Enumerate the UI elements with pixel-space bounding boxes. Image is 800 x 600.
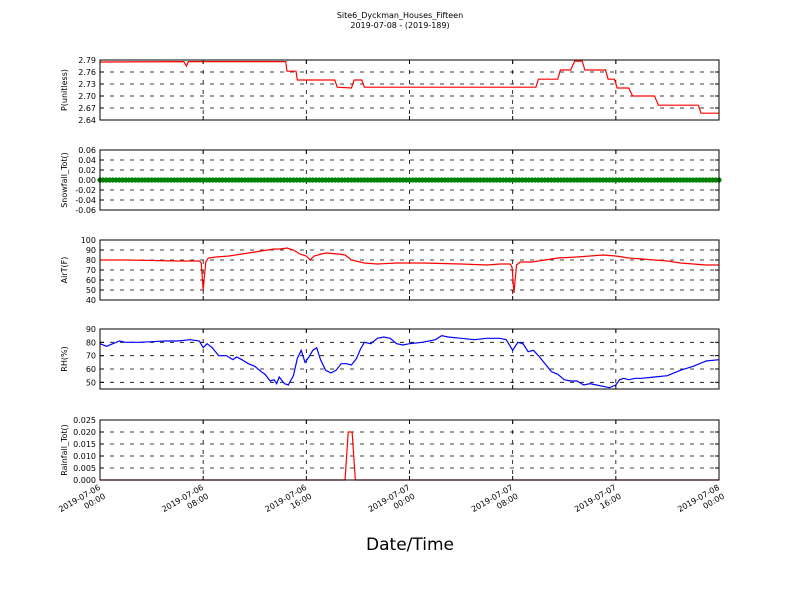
y-tick-label: 60	[86, 365, 96, 374]
y-tick-label: 0.015	[73, 440, 96, 449]
x-tick-label: 2019-07-0700:00	[367, 483, 417, 523]
panel-1: 2.64 2.67 2.70 2.73 2.76 2.79 P(unitless)	[60, 56, 720, 125]
y-tick-label: 2.64	[78, 116, 96, 125]
y-tick-label: 0.06	[78, 146, 96, 155]
y-axis-label: Snowfall_Tot()	[60, 152, 69, 208]
y-tick-label: 0.010	[73, 452, 96, 461]
y-tick-label: -0.02	[75, 186, 96, 195]
y-tick-label: 90	[86, 246, 96, 255]
x-tick-label: 2019-07-0800:00	[676, 483, 726, 523]
x-tick-label: 2019-07-0608:00	[160, 483, 210, 523]
y-tick-label: 70	[86, 352, 96, 361]
y-tick-label: 2.79	[78, 56, 96, 65]
y-tick-label: 100	[81, 236, 96, 245]
x-tick-label: 2019-07-0600:00	[57, 483, 107, 523]
x-tick-label: 2019-07-0716:00	[573, 483, 623, 523]
y-tick-label: 0.000	[73, 476, 96, 485]
panel-4: 50 60 70 80 90 RH(%)	[60, 325, 720, 390]
y-tick-label: 2.76	[78, 68, 96, 77]
figure-title: Site6_Dyckman_Houses_Fifteen	[336, 11, 464, 20]
y-tick-label: 2.70	[78, 92, 96, 101]
y-tick-label: 50	[86, 286, 96, 295]
y-tick-label: 0.025	[73, 416, 96, 425]
x-tick-label: 2019-07-0616:00	[264, 483, 314, 523]
chart-panels: 2.64 2.67 2.70 2.73 2.76 2.79 P(unitless) -0.06…	[60, 56, 722, 485]
y-tick-label: 0.04	[78, 156, 96, 165]
y-tick-label: 2.67	[78, 104, 96, 113]
figure-subtitle: 2019-07-08 - (2019-189)	[350, 21, 450, 30]
series-line	[99, 335, 720, 389]
y-tick-label: 50	[86, 378, 96, 387]
panel-2: -0.06-0.04-0.020.000.020.040.06 Snowfall_…	[60, 146, 722, 215]
y-tick-label: 2.73	[78, 80, 96, 89]
y-tick-label: 0.020	[73, 428, 96, 437]
y-tick-label: 40	[86, 296, 96, 305]
y-axis-label: Rainfall_Tot()	[60, 424, 69, 476]
y-tick-label: 0.02	[78, 166, 96, 175]
y-tick-label: 70	[86, 266, 96, 275]
y-tick-label: 60	[86, 276, 96, 285]
y-axis-label: P(unitless)	[60, 69, 69, 111]
y-tick-label: 80	[86, 338, 96, 347]
x-axis-tick-labels: 2019-07-0600:00 2019-07-0608:00 2019-07-06…	[57, 483, 726, 523]
series-markers	[97, 177, 722, 183]
x-tick-label: 2019-07-0708:00	[470, 483, 520, 523]
x-axis-label: Date/Time	[366, 535, 454, 555]
figure-title-block: Site6_Dyckman_Houses_Fifteen 2019-07-08 …	[0, 11, 800, 31]
y-tick-label: -0.06	[75, 206, 96, 215]
series-line	[100, 247, 719, 294]
panel-5: 0.000 0.005 0.010 0.015 0.020 0.025 Rainfall_T…	[60, 416, 720, 485]
y-axis-label: RH(%)	[60, 346, 69, 371]
y-tick-label: 90	[86, 325, 96, 334]
y-tick-label: 0.00	[78, 176, 96, 185]
y-tick-label: -0.04	[75, 196, 96, 205]
y-tick-label: 0.005	[73, 464, 96, 473]
y-tick-label: 80	[86, 256, 96, 265]
y-axis-label: AirT(F)	[60, 257, 69, 284]
series-line	[99, 60, 719, 114]
